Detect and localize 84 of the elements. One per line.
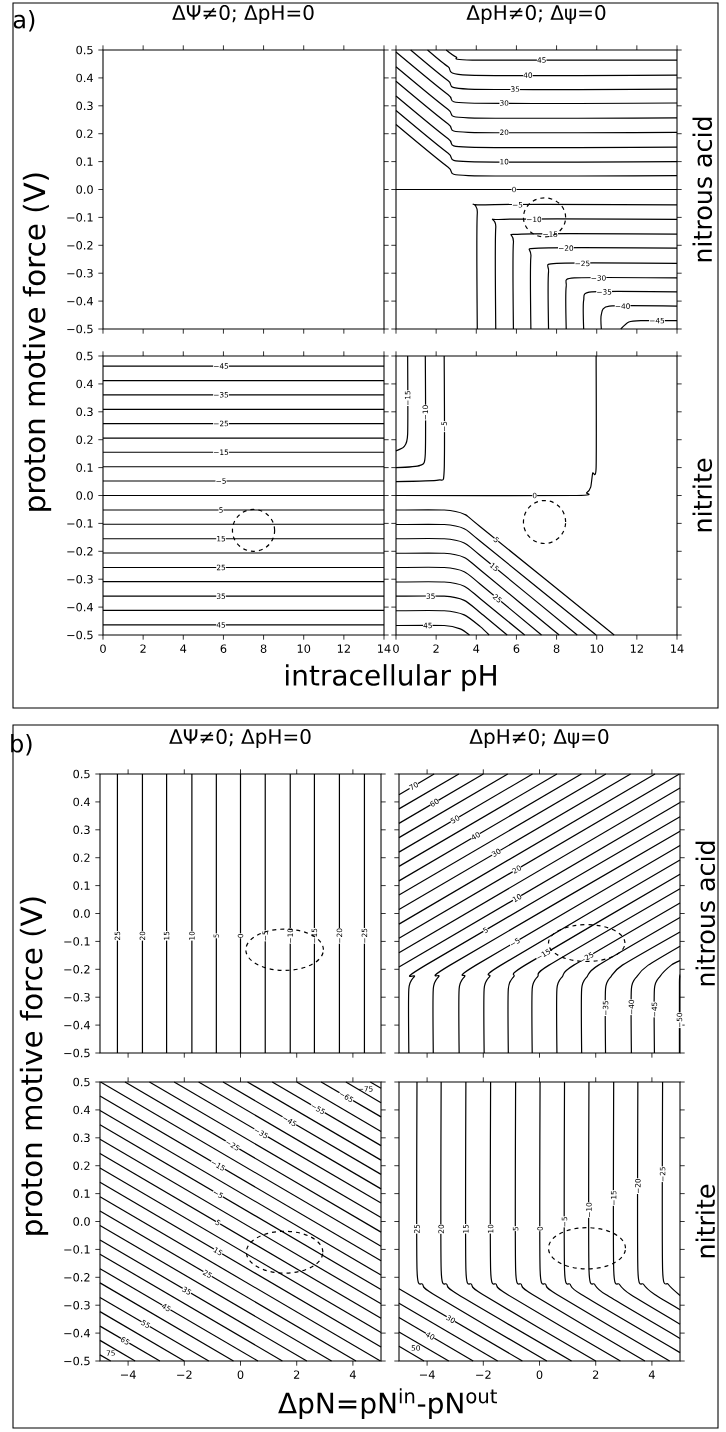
y-tick-label: −0.5 xyxy=(64,1048,90,1058)
x-tick-label: 14 xyxy=(671,644,684,653)
x-axis-title: intracellular pH xyxy=(286,664,496,692)
y-tick-label: 0.1 xyxy=(76,463,93,472)
y-tick-label: 0.0 xyxy=(73,1217,90,1226)
y-tick-label: 0.5 xyxy=(73,769,90,779)
y-tick-label: −0.4 xyxy=(67,296,93,306)
x-tick-label: 10 xyxy=(297,644,311,653)
x-tick-label: 2 xyxy=(293,1370,300,1379)
y-tick-label: −0.5 xyxy=(67,324,93,334)
y-tick-label: 0.5 xyxy=(73,1077,90,1087)
x-tick-label: −2 xyxy=(177,1370,192,1379)
x-tick-label: 0 xyxy=(393,644,399,653)
y-tick-label: 0.0 xyxy=(76,185,93,194)
x-tick-label: 0 xyxy=(237,1370,244,1379)
y-tick-label: 0.4 xyxy=(73,1105,90,1115)
y-tick-label: 0.5 xyxy=(76,351,93,361)
y-tick-label: 0.2 xyxy=(76,129,93,138)
y2-axis-title: nitrous acid xyxy=(692,117,713,262)
x-tick-label: 8 xyxy=(260,644,267,653)
y-tick-label: −0.1 xyxy=(67,519,93,528)
y-tick-label: −0.1 xyxy=(67,213,93,222)
y-axis-title: proton motive force (V) xyxy=(19,897,49,1235)
y-tick-label: −0.1 xyxy=(64,937,90,946)
x-tick-label: 4 xyxy=(349,1370,356,1379)
x-tick-label: 0 xyxy=(536,1370,543,1379)
y-tick-label: −0.1 xyxy=(64,1245,90,1254)
y-tick-label: −0.5 xyxy=(64,1356,90,1366)
y-tick-label: 0.4 xyxy=(76,73,93,83)
chart-title: ΔpH≠0; Δψ=0 xyxy=(469,728,609,748)
x-tick-label: 2 xyxy=(592,1370,599,1379)
x-tick-label: −4 xyxy=(120,1370,136,1379)
x-tick-label: 4 xyxy=(473,644,480,653)
x-tick-label: 14 xyxy=(378,644,391,653)
y2-axis-title: nitrite xyxy=(692,458,713,532)
x-tick-label: −4 xyxy=(419,1370,435,1379)
y-tick-label: −0.2 xyxy=(64,1273,90,1282)
y-tick-label: 0.3 xyxy=(76,101,93,111)
x-tick-label: −2 xyxy=(476,1370,491,1379)
x-tick-label: 4 xyxy=(648,1370,655,1379)
text: a) xyxy=(13,10,35,32)
y-tick-label: 0.1 xyxy=(73,881,90,890)
chart-title: ΔΨ≠0; ΔpH=0 xyxy=(172,4,314,24)
y-tick-label: −0.2 xyxy=(64,965,90,974)
y-tick-label: −0.2 xyxy=(67,547,93,556)
x-tick-label: 0 xyxy=(100,644,106,653)
y-axis-title: proton motive force (V) xyxy=(22,173,52,511)
y-tick-label: −0.4 xyxy=(67,602,93,612)
x-tick-label: 4 xyxy=(180,644,187,653)
y2-axis-title: nitrous acid xyxy=(695,841,716,986)
x-tick-label: 6 xyxy=(513,644,520,653)
chart-title: ΔpH≠0; Δψ=0 xyxy=(466,4,606,24)
x-axis-title: ΔpN=pN$^{in}$-pN$^{out}$ xyxy=(278,1388,497,1420)
y-tick-label: 0.4 xyxy=(73,797,90,807)
y-tick-label: 0.3 xyxy=(73,1133,90,1143)
y2-axis-title: nitrite xyxy=(695,1184,716,1258)
x-tick-label: 2 xyxy=(433,644,439,653)
x-tick-label: 8 xyxy=(553,644,560,653)
x-tick-label: 10 xyxy=(590,644,604,653)
y-tick-label: 0.3 xyxy=(73,825,90,835)
y-tick-label: −0.2 xyxy=(67,241,93,250)
y-tick-label: 0.1 xyxy=(76,157,93,166)
x-tick-label: 2 xyxy=(140,644,146,653)
x-tick-label: 12 xyxy=(630,644,643,653)
x-tick-label: 6 xyxy=(220,644,227,653)
y-tick-label: 0.1 xyxy=(73,1189,90,1198)
y-tick-label: −0.3 xyxy=(64,1300,90,1310)
y-tick-label: −0.3 xyxy=(67,268,93,278)
y-tick-label: 0.5 xyxy=(76,45,93,55)
y-tick-label: 0.2 xyxy=(76,435,93,444)
text: b) xyxy=(11,734,32,756)
y-tick-label: 0.3 xyxy=(76,407,93,417)
y-tick-label: 0.0 xyxy=(76,491,93,500)
chart-title: ΔΨ≠0; ΔpH=0 xyxy=(169,728,311,748)
y-tick-label: 0.4 xyxy=(76,379,93,389)
x-tick-label: 12 xyxy=(337,644,350,653)
y-tick-label: −0.4 xyxy=(64,1020,90,1030)
y-tick-label: −0.5 xyxy=(67,630,93,640)
y-tick-label: −0.4 xyxy=(64,1328,90,1338)
y-tick-label: 0.2 xyxy=(73,853,90,862)
y-tick-label: 0.2 xyxy=(73,1161,90,1170)
y-tick-label: −0.3 xyxy=(67,574,93,584)
y-tick-label: 0.0 xyxy=(73,909,90,918)
y-tick-label: −0.3 xyxy=(64,992,90,1002)
